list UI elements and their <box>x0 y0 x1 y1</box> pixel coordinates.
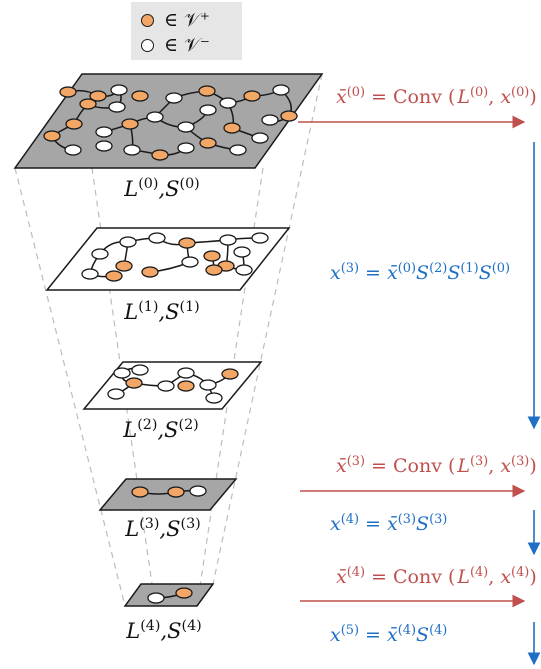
legend-negative: ∈ 𝒱⁻ <box>141 33 210 57</box>
pool03-equation: x(3) = x̄(0)S(2)S(1)S(0) <box>330 260 511 284</box>
level-0-nodes <box>43 84 298 161</box>
level-4-graph <box>123 583 215 607</box>
pool5-equation: x(5) = x̄(4)S(4) <box>330 622 448 646</box>
arrows <box>298 115 541 666</box>
legend-positive: ∈ 𝒱⁺ <box>141 8 210 32</box>
level-4-plane <box>123 583 215 607</box>
level-0-label: L(0),S(0) <box>124 176 200 201</box>
conv4-equation: x̄(4) = Conv ( L(4), x(4)) <box>336 564 537 588</box>
level-2-label: L(2),S(2) <box>123 417 199 442</box>
conv0-equation: x̄(0) = Conv ( L(0), x(0)) <box>336 84 537 108</box>
level-1-graph <box>45 227 291 291</box>
level-3-plane <box>98 478 238 511</box>
level-2-graph <box>82 361 263 410</box>
orange-node-icon <box>141 13 154 27</box>
pool4-equation: x(4) = x̄(3)S(3) <box>330 511 448 535</box>
level-1-label: L(1),S(1) <box>124 299 200 324</box>
white-node-icon <box>141 38 154 52</box>
level-3-label: L(3),S(3) <box>125 516 201 541</box>
legend-positive-label: ∈ 𝒱⁺ <box>164 9 210 31</box>
conv3-equation: x̄(3) = Conv ( L(3), x(3)) <box>336 453 537 477</box>
level-1-nodes <box>81 232 269 282</box>
level-3-nodes <box>131 485 207 498</box>
level-4-nodes <box>147 587 193 604</box>
level-3-graph <box>98 478 238 511</box>
level-0-graph <box>13 73 324 169</box>
legend: ∈ 𝒱⁺ ∈ 𝒱⁻ <box>131 2 242 60</box>
legend-negative-label: ∈ 𝒱⁻ <box>164 34 210 56</box>
level-4-label: L(4),S(4) <box>126 618 202 643</box>
level-2-nodes <box>107 364 239 404</box>
